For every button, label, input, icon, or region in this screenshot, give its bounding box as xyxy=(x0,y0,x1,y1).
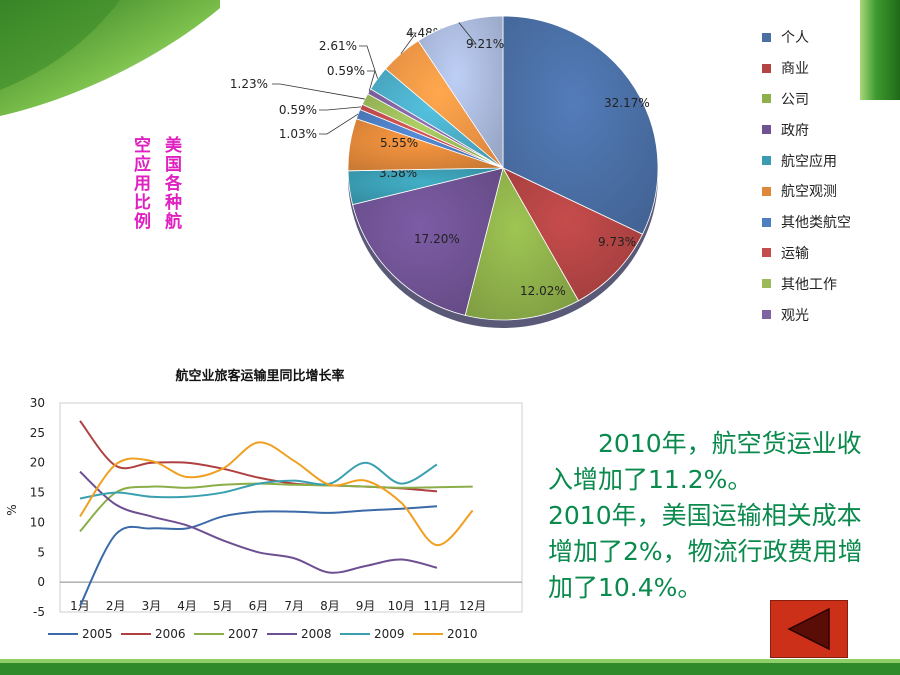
x-tick-label: 6月 xyxy=(249,599,269,613)
legend-item: 航空观测 xyxy=(762,176,872,207)
line-legend-label: 2006 xyxy=(155,627,186,641)
pie-leader-line xyxy=(400,32,417,54)
legend-item: 航空应用 xyxy=(762,145,872,176)
pie-leader-line xyxy=(458,22,477,45)
x-tick-label: 3月 xyxy=(142,599,162,613)
pie-data-label: 12.02% xyxy=(520,284,566,298)
y-tick-label: -5 xyxy=(33,605,45,619)
pie-data-label: 9.21% xyxy=(466,37,504,51)
pie-data-label: 2.61% xyxy=(319,39,357,53)
pie-data-label: 1.23% xyxy=(230,77,268,91)
legend-swatch xyxy=(762,156,771,166)
y-tick-label: 25 xyxy=(30,426,45,440)
pie-data-label: 0.59% xyxy=(279,103,317,117)
pie-data-label: 1.03% xyxy=(279,127,317,141)
x-tick-label: 5月 xyxy=(213,599,233,613)
legend-swatch xyxy=(762,32,771,42)
x-tick-label: 2月 xyxy=(106,599,126,613)
legend-label: 政府 xyxy=(781,122,809,139)
legend-swatch xyxy=(762,94,771,104)
legend-item: 政府 xyxy=(762,114,872,145)
legend-swatch xyxy=(762,248,771,258)
pie-slice xyxy=(502,15,659,235)
annotation-text: 2010年，航空货运业收入增加了11.2%。 2010年，美国运输相关成本增加了… xyxy=(548,426,868,606)
legend-item: 观光 xyxy=(762,299,872,330)
line-legend-label: 2007 xyxy=(228,627,259,641)
green-swoosh-decoration xyxy=(0,0,220,116)
line-series-2009 xyxy=(79,461,438,500)
pie-leader-line xyxy=(319,106,362,111)
x-tick-label: 8月 xyxy=(320,599,340,613)
y-axis-label: % xyxy=(5,504,19,515)
pie-leader-line xyxy=(272,83,365,100)
pie-title-col-2: 空应用比例 xyxy=(130,136,150,231)
line-series-2010 xyxy=(79,441,474,547)
pie-leader-line xyxy=(359,45,379,79)
legend-item: 其他类航空 xyxy=(762,207,872,238)
line-series-2006 xyxy=(79,420,438,493)
legend-item: 商业 xyxy=(762,53,872,84)
green-edge-decoration xyxy=(860,0,900,100)
x-tick-label: 12月 xyxy=(459,599,486,613)
y-tick-label: 15 xyxy=(30,486,45,500)
pie-title-col-1: 美国各种航 xyxy=(161,136,181,231)
x-tick-label: 4月 xyxy=(177,599,197,613)
legend-label: 商业 xyxy=(781,61,809,78)
pie-data-label: 5.55% xyxy=(380,136,418,150)
legend-label: 个人 xyxy=(781,30,809,47)
x-tick-label: 1月 xyxy=(70,599,90,613)
x-tick-label: 7月 xyxy=(284,599,304,613)
legend-swatch xyxy=(762,279,771,289)
pie-chart-title: 美国各种航 空应用比例 xyxy=(128,136,184,231)
back-button[interactable] xyxy=(770,600,848,658)
line-legend-label: 2010 xyxy=(447,627,478,641)
legend-label: 航空应用 xyxy=(781,153,837,170)
line-chart: 航空业旅客运输里同比增长率 -5 0 5 10 15 20 25 30% 1月 2月 3月 4月 5月 6月… xyxy=(5,368,523,641)
legend-item: 个人 xyxy=(762,22,872,53)
y-tick-label: 10 xyxy=(30,515,45,529)
legend-swatch xyxy=(762,63,771,73)
pie-chart: 32.17%9.73%12.02%17.20%3.58%5.55%1.03%0.… xyxy=(230,15,659,328)
plot-frame xyxy=(59,402,523,613)
legend-swatch xyxy=(762,310,771,320)
triangle-left-icon xyxy=(787,607,830,651)
pie-data-label: 32.17% xyxy=(604,96,650,110)
pie-data-label: 17.20% xyxy=(414,232,460,246)
annotation-paragraph-2: 2010年，美国运输相关成本增加了2%，物流行政费用增加了10.4%。 xyxy=(548,501,863,602)
line-chart-title: 航空业旅客运输里同比增长率 xyxy=(175,368,344,384)
line-series-2007 xyxy=(79,482,473,533)
legend-swatch xyxy=(762,186,771,196)
annotation-paragraph-1: 2010年，航空货运业收入增加了11.2%。 xyxy=(548,429,862,494)
legend-item: 运输 xyxy=(762,238,872,269)
pie-slice xyxy=(352,167,504,316)
green-bottom-bar xyxy=(0,659,900,675)
line-legend-label: 2005 xyxy=(82,627,113,641)
line-legend-label: 2009 xyxy=(374,627,405,641)
y-tick-label: 30 xyxy=(30,396,45,410)
pie-leader-line xyxy=(319,113,359,135)
line-series-2008 xyxy=(79,470,438,574)
legend-label: 航空观测 xyxy=(781,184,837,201)
y-tick-label: 20 xyxy=(30,456,45,470)
y-tick-label: 5 xyxy=(37,545,45,559)
legend-label: 其他工作 xyxy=(781,276,837,293)
legend-label: 观光 xyxy=(781,307,809,324)
x-tick-label: 10月 xyxy=(388,599,415,613)
pie-legend: 个人商业公司政府航空应用航空观测其他类航空运输其他工作观光 xyxy=(762,22,872,330)
legend-label: 运输 xyxy=(781,245,809,262)
x-tick-label: 11月 xyxy=(423,599,450,613)
pie-data-label: 0.59% xyxy=(327,64,365,78)
pie-slice xyxy=(502,167,644,302)
legend-item: 公司 xyxy=(762,84,872,115)
legend-swatch xyxy=(762,125,771,135)
y-tick-label: 0 xyxy=(37,575,45,589)
legend-label: 公司 xyxy=(781,91,809,108)
pie-data-label: 9.73% xyxy=(598,235,636,249)
legend-label: 其他类航空 xyxy=(781,215,851,232)
legend-swatch xyxy=(762,217,771,227)
line-legend-label: 2008 xyxy=(301,627,332,641)
legend-item: 其他工作 xyxy=(762,268,872,299)
x-tick-label: 9月 xyxy=(356,599,376,613)
line-series-2005 xyxy=(79,505,438,607)
